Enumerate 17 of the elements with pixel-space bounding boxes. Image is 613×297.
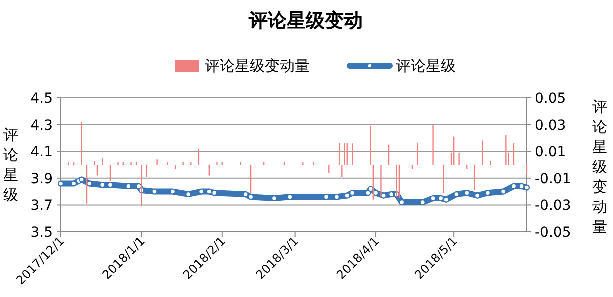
y-tick-label: 4.3 bbox=[30, 118, 53, 134]
y2-tick-label: 0.01 bbox=[535, 144, 566, 161]
y2-tick-label: -0.01 bbox=[535, 171, 572, 188]
legend-label: 评论星级变动量 bbox=[205, 57, 310, 75]
y2-tick-label: -0.03 bbox=[535, 198, 572, 214]
y-tick-label: 3.5 bbox=[30, 225, 53, 241]
y2-tick-label: -0.05 bbox=[535, 225, 572, 241]
legend-label: 评论星级 bbox=[396, 57, 456, 75]
y2-tick-label: 0.05 bbox=[535, 91, 566, 107]
y-tick-label: 3.7 bbox=[30, 198, 53, 214]
y-tick-label: 4.1 bbox=[30, 144, 53, 161]
y2-axis-title: 评论星级变动量 bbox=[592, 98, 608, 236]
y-tick-label: 3.9 bbox=[30, 171, 53, 188]
y2-tick-label: 0.03 bbox=[535, 118, 566, 134]
y-axis-title: 评论星级 bbox=[4, 126, 18, 204]
y-tick-label: 4.5 bbox=[30, 91, 53, 107]
chart-title: 评论星级变动 bbox=[248, 10, 363, 32]
